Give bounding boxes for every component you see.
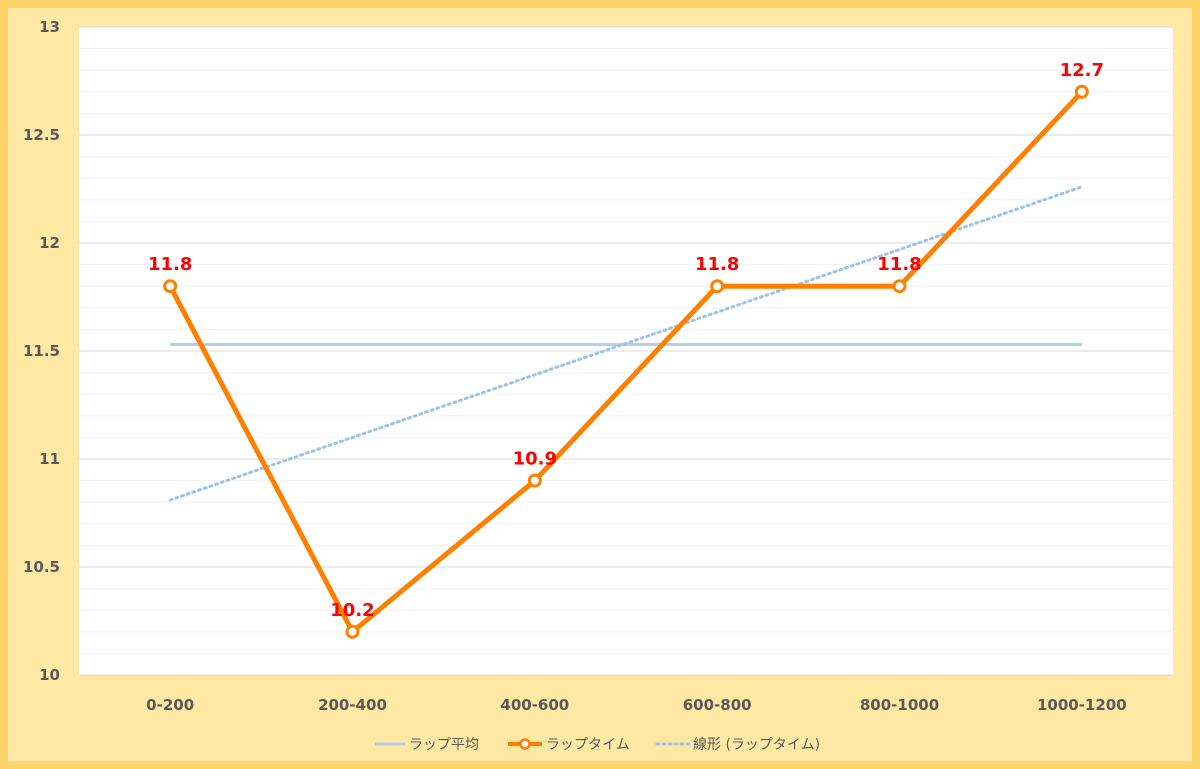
data-label: 10.2 [330,600,374,621]
data-label: 11.8 [877,254,921,275]
legend-label-average: ラップ平均 [409,737,479,753]
data-label: 11.8 [148,254,192,275]
y-tick-label: 11 [39,450,60,468]
x-tick-label: 800-1000 [860,696,939,714]
y-tick-label: 12.5 [23,126,60,144]
data-label: 12.7 [1060,60,1104,81]
data-point [163,279,178,294]
data-label: 11.8 [695,254,739,275]
x-tick-label: 400-600 [500,696,569,714]
series-line-lap-time [167,90,1084,635]
series-layer [163,84,1089,639]
x-tick-label: 600-800 [683,696,752,714]
data-label: 10.9 [513,449,557,470]
legend: ラップ平均 ラップタイム 線形 (ラップタイム) [375,737,820,753]
data-point [345,624,360,639]
legend-label-trend: 線形 (ラップタイム) [693,737,820,753]
y-tick-label: 10.5 [23,558,60,576]
data-point [1074,84,1089,99]
series-line-trend [168,185,1084,502]
data-point [892,279,907,294]
x-tick-label: 200-400 [318,696,387,714]
y-axis-ticks: 10 10.5 11 11.5 12 12.5 13 [23,18,60,684]
x-tick-label: 1000-1200 [1037,696,1127,714]
x-tick-label: 0-200 [146,696,194,714]
data-labels: 11.8 10.2 10.9 11.8 11.8 12.7 [148,60,1104,621]
y-tick-label: 13 [39,18,60,36]
minor-gridlines [79,48,1173,654]
y-tick-label: 11.5 [23,342,60,360]
data-point [710,279,725,294]
x-axis-ticks: 0-200 200-400 400-600 600-800 800-1000 1000-1… [146,696,1127,714]
legend-label-lap-time: ラップタイム [546,737,630,753]
y-tick-label: 10 [39,666,60,684]
y-tick-label: 12 [39,234,60,252]
legend-marker-lap-time [519,738,531,750]
data-point [527,473,542,488]
